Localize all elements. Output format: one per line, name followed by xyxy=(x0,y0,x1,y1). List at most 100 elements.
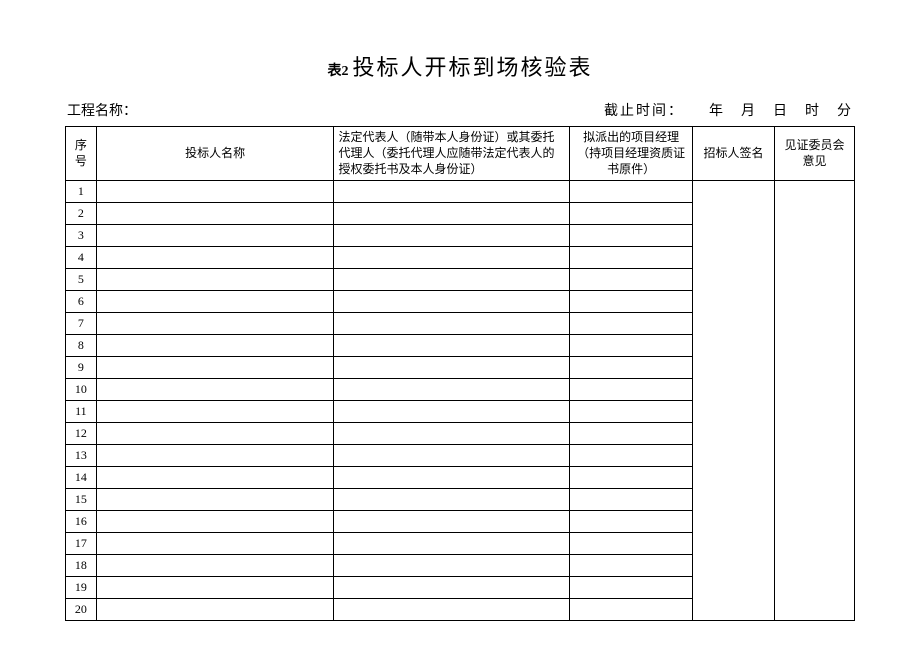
cell-legal-rep xyxy=(334,268,570,290)
cell-bidder-name xyxy=(96,488,334,510)
cell-bidder-name xyxy=(96,598,334,620)
col-header-project-manager: 拟派出的项目经理（持项目经理资质证书原件） xyxy=(570,127,693,181)
cell-project-manager xyxy=(570,180,693,202)
cell-project-manager xyxy=(570,378,693,400)
page-title: 表2 投标人开标到场核验表 xyxy=(65,50,855,82)
cell-project-manager xyxy=(570,488,693,510)
table-body: 1234567891011121314151617181920 xyxy=(66,180,855,620)
cell-index: 18 xyxy=(66,554,97,576)
cell-legal-rep xyxy=(334,246,570,268)
cell-index: 20 xyxy=(66,598,97,620)
col-header-index: 序号 xyxy=(66,127,97,181)
cell-index: 4 xyxy=(66,246,97,268)
cell-project-manager xyxy=(570,400,693,422)
cell-project-manager xyxy=(570,312,693,334)
cell-bidder-name xyxy=(96,290,334,312)
cell-bidder-name xyxy=(96,202,334,224)
cell-index: 6 xyxy=(66,290,97,312)
title-main: 投标人开标到场核验表 xyxy=(352,55,592,80)
cell-index: 11 xyxy=(66,400,97,422)
cell-index: 14 xyxy=(66,466,97,488)
cell-bidder-name xyxy=(96,312,334,334)
cell-project-manager xyxy=(570,268,693,290)
cell-project-manager xyxy=(570,224,693,246)
cell-legal-rep xyxy=(334,224,570,246)
cell-bidder-name xyxy=(96,268,334,290)
cell-project-manager xyxy=(570,422,693,444)
cell-tenderer-sign xyxy=(693,180,775,620)
cell-index: 9 xyxy=(66,356,97,378)
meta-row: 工程名称： 截止时间： 年 月 日 时 分 xyxy=(65,100,855,120)
cell-witness-opinion xyxy=(775,180,855,620)
cell-bidder-name xyxy=(96,444,334,466)
title-prefix: 表2 xyxy=(327,64,348,79)
cell-legal-rep xyxy=(334,180,570,202)
project-name-label: 工程名称： xyxy=(67,100,137,120)
cell-bidder-name xyxy=(96,466,334,488)
cell-project-manager xyxy=(570,598,693,620)
cell-legal-rep xyxy=(334,312,570,334)
cell-index: 17 xyxy=(66,532,97,554)
cell-project-manager xyxy=(570,466,693,488)
cell-legal-rep xyxy=(334,466,570,488)
cell-legal-rep xyxy=(334,554,570,576)
col-header-tenderer-sign: 招标人签名 xyxy=(693,127,775,181)
deadline-value: 年 月 日 时 分 xyxy=(677,104,853,119)
cell-bidder-name xyxy=(96,378,334,400)
cell-bidder-name xyxy=(96,510,334,532)
cell-index: 8 xyxy=(66,334,97,356)
table-header-row: 序号 投标人名称 法定代表人（随带本人身份证）或其委托代理人（委托代理人应随带法… xyxy=(66,127,855,181)
cell-legal-rep xyxy=(334,290,570,312)
cell-index: 15 xyxy=(66,488,97,510)
cell-index: 10 xyxy=(66,378,97,400)
cell-project-manager xyxy=(570,576,693,598)
deadline: 截止时间： 年 月 日 时 分 xyxy=(604,100,853,120)
cell-legal-rep xyxy=(334,510,570,532)
cell-index: 2 xyxy=(66,202,97,224)
table-row: 1 xyxy=(66,180,855,202)
cell-project-manager xyxy=(570,510,693,532)
cell-project-manager xyxy=(570,334,693,356)
cell-index: 3 xyxy=(66,224,97,246)
cell-project-manager xyxy=(570,532,693,554)
cell-bidder-name xyxy=(96,400,334,422)
cell-project-manager xyxy=(570,246,693,268)
cell-bidder-name xyxy=(96,224,334,246)
cell-index: 16 xyxy=(66,510,97,532)
cell-legal-rep xyxy=(334,444,570,466)
cell-legal-rep xyxy=(334,576,570,598)
cell-index: 12 xyxy=(66,422,97,444)
cell-bidder-name xyxy=(96,576,334,598)
cell-bidder-name xyxy=(96,422,334,444)
cell-project-manager xyxy=(570,444,693,466)
cell-index: 19 xyxy=(66,576,97,598)
cell-index: 7 xyxy=(66,312,97,334)
cell-project-manager xyxy=(570,356,693,378)
cell-project-manager xyxy=(570,202,693,224)
deadline-label: 截止时间： xyxy=(604,104,677,119)
cell-legal-rep xyxy=(334,400,570,422)
cell-bidder-name xyxy=(96,356,334,378)
cell-bidder-name xyxy=(96,246,334,268)
cell-project-manager xyxy=(570,554,693,576)
cell-legal-rep xyxy=(334,488,570,510)
cell-legal-rep xyxy=(334,378,570,400)
cell-bidder-name xyxy=(96,334,334,356)
cell-legal-rep xyxy=(334,422,570,444)
cell-bidder-name xyxy=(96,180,334,202)
cell-bidder-name xyxy=(96,532,334,554)
cell-legal-rep xyxy=(334,598,570,620)
col-header-legal-rep: 法定代表人（随带本人身份证）或其委托代理人（委托代理人应随带法定代表人的授权委托… xyxy=(334,127,570,181)
cell-legal-rep xyxy=(334,356,570,378)
cell-index: 1 xyxy=(66,180,97,202)
col-header-bidder-name: 投标人名称 xyxy=(96,127,334,181)
cell-index: 5 xyxy=(66,268,97,290)
verification-table: 序号 投标人名称 法定代表人（随带本人身份证）或其委托代理人（委托代理人应随带法… xyxy=(65,126,855,621)
cell-legal-rep xyxy=(334,532,570,554)
cell-legal-rep xyxy=(334,334,570,356)
cell-bidder-name xyxy=(96,554,334,576)
col-header-witness-opinion: 见证委员会意见 xyxy=(775,127,855,181)
cell-index: 13 xyxy=(66,444,97,466)
cell-project-manager xyxy=(570,290,693,312)
cell-legal-rep xyxy=(334,202,570,224)
